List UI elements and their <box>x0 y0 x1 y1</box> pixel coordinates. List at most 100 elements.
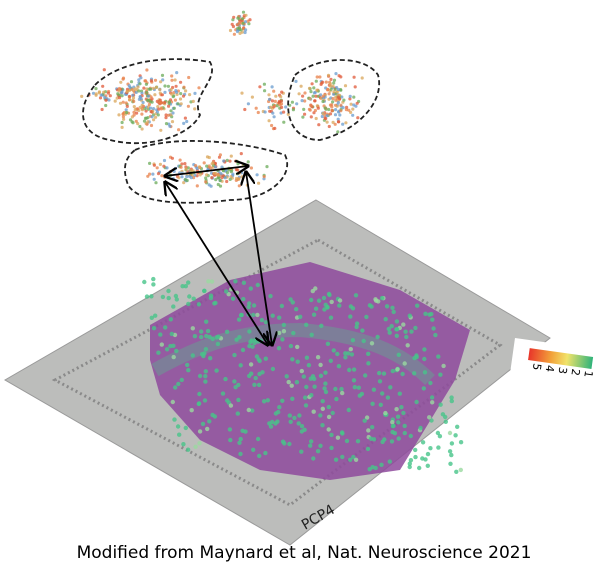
tissue-spot <box>304 384 309 390</box>
umap-point <box>124 108 128 112</box>
umap-point <box>237 26 241 30</box>
umap-point <box>319 82 323 86</box>
tissue-spot <box>290 357 295 362</box>
tissue-spot <box>309 297 314 303</box>
umap-point <box>271 111 275 115</box>
tissue-spot <box>326 414 332 420</box>
scale-tick: 3 <box>556 366 570 375</box>
tissue-spot <box>268 424 274 429</box>
umap-point <box>317 123 321 127</box>
tissue-spot <box>240 428 245 433</box>
umap-point <box>204 180 208 184</box>
tissue-spot <box>248 286 253 291</box>
umap-point <box>328 82 332 86</box>
umap-point <box>139 97 143 101</box>
umap-point <box>316 94 320 98</box>
umap-point <box>172 106 176 110</box>
umap-point <box>272 89 276 93</box>
tissue-spot <box>351 378 357 383</box>
tissue-spot <box>396 352 401 357</box>
umap-point <box>258 85 262 89</box>
tissue-spot <box>346 407 351 413</box>
tissue-spot <box>421 386 426 391</box>
tissue-spot <box>302 427 307 432</box>
umap-point <box>307 86 312 90</box>
tissue-spot <box>230 296 236 301</box>
umap-point <box>162 158 167 163</box>
umap-point <box>170 74 174 78</box>
umap-point <box>183 162 187 166</box>
tissue-spot <box>223 376 228 382</box>
umap-point <box>133 108 137 112</box>
umap-point <box>164 113 168 117</box>
tissue-spot <box>420 440 426 445</box>
tissue-spot <box>257 453 262 459</box>
arrow <box>165 166 248 176</box>
umap-point <box>339 103 343 107</box>
tissue-spot <box>210 412 215 418</box>
umap-point <box>329 87 333 91</box>
tissue-spot <box>156 350 161 355</box>
tissue-spot <box>281 329 287 334</box>
tissue-spot <box>370 401 375 406</box>
umap-point <box>246 160 250 164</box>
tissue-spot <box>322 307 327 312</box>
tissue-spot <box>255 282 260 288</box>
tissue-spot <box>168 343 173 349</box>
umap-point <box>103 95 107 99</box>
umap-point <box>151 86 156 90</box>
umap-point <box>134 119 138 123</box>
tissue-spot <box>215 341 221 347</box>
umap-point <box>151 107 156 111</box>
umap-point <box>229 170 233 174</box>
tissue-spot <box>197 441 202 446</box>
tissue-spot <box>288 343 294 349</box>
umap-point <box>197 165 202 169</box>
tissue-spot <box>311 409 316 414</box>
tissue-spot <box>320 399 325 404</box>
tissue-spot <box>190 353 195 358</box>
umap-point <box>131 121 135 125</box>
tissue-spot <box>159 342 164 347</box>
umap-point <box>223 176 227 180</box>
tissue-spot <box>425 463 430 468</box>
umap-point <box>163 100 167 105</box>
tissue-spot <box>263 450 268 456</box>
tissue-spot <box>413 454 418 460</box>
tissue-spot <box>369 341 375 346</box>
tissue-spot <box>151 276 156 282</box>
umap-point <box>136 122 140 126</box>
umap-point <box>315 75 319 79</box>
tissue-spot <box>171 354 176 360</box>
tissue-spot <box>233 279 238 284</box>
umap-point <box>235 172 239 176</box>
umap-point <box>238 31 242 35</box>
umap-point <box>267 93 271 97</box>
tissue-spot <box>310 374 316 379</box>
tissue-spot <box>174 348 179 354</box>
umap-point <box>255 173 259 177</box>
tissue-spot <box>441 363 446 369</box>
umap-point <box>128 94 132 99</box>
tissue-spot <box>325 341 331 346</box>
umap-point <box>247 22 251 26</box>
tissue-spot <box>238 436 243 442</box>
tissue-spot <box>325 304 330 310</box>
tissue-spot <box>415 303 420 308</box>
umap-point <box>337 120 341 124</box>
umap-point <box>207 155 211 160</box>
tissue-spot <box>405 343 410 348</box>
tissue-spot <box>280 337 285 342</box>
umap-point <box>234 159 238 163</box>
umap-point <box>165 166 169 170</box>
umap-point <box>131 96 136 100</box>
umap-point <box>178 97 183 101</box>
umap-point <box>134 90 138 94</box>
tissue-spot <box>422 347 427 352</box>
umap-point <box>154 115 158 119</box>
tissue-spot <box>252 382 257 387</box>
tissue-spot <box>190 326 195 331</box>
tissue-spot <box>224 329 230 334</box>
tissue-spot <box>248 362 254 367</box>
